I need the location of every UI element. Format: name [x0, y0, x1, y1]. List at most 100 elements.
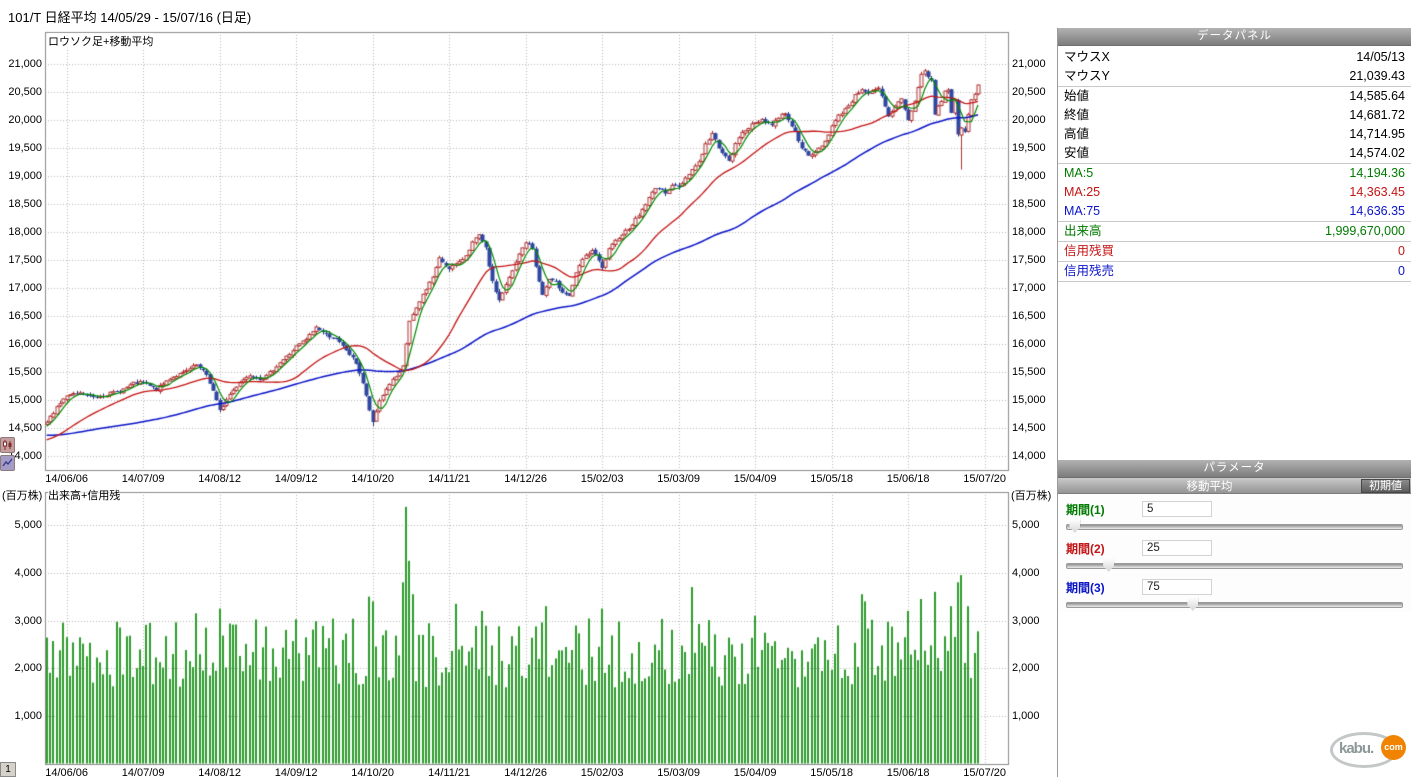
date-axis-label: 15/04/09	[733, 473, 777, 485]
price-axis-label-left: 16,000	[8, 338, 42, 350]
slider-track[interactable]	[1066, 563, 1403, 569]
data-panel-value: 14,585.64	[1349, 89, 1405, 103]
param-label: 期間(3)	[1066, 580, 1105, 595]
price-volume-chart-canvas[interactable]	[0, 28, 1057, 777]
date-axis-label: 15/02/03	[580, 473, 624, 485]
param-value-input[interactable]: 5	[1142, 501, 1212, 517]
param-row-2: 期間(2) 25	[1066, 540, 1403, 556]
price-axis-label-right: 16,000	[1012, 338, 1046, 350]
date-axis-label: 14/12/26	[504, 473, 548, 485]
date-axis-label-volume: 15/07/20	[963, 767, 1007, 779]
price-axis-label-right: 16,500	[1012, 310, 1046, 322]
param-slider-1[interactable]	[1066, 518, 1403, 534]
price-axis-label-right: 17,000	[1012, 282, 1046, 294]
slider-track[interactable]	[1066, 524, 1403, 530]
volume-axis-label-right: 5,000	[1012, 519, 1040, 531]
param-slider-3[interactable]	[1066, 596, 1403, 612]
volume-axis-label-right: 1,000	[1012, 710, 1040, 722]
parameter-panel-header: パラメータ	[1058, 460, 1411, 478]
page-indicator[interactable]: 1	[0, 762, 16, 777]
kabu-com-logo: kabu. com	[1330, 727, 1406, 769]
date-axis-label-volume: 15/06/18	[886, 767, 930, 779]
price-axis-label-right: 20,500	[1012, 86, 1046, 98]
data-panel-row-2: 始値 14,585.64	[1058, 87, 1411, 106]
price-axis-label-right: 21,000	[1012, 58, 1046, 70]
volume-unit-right: (百万株)	[1011, 487, 1052, 503]
price-axis-label-left: 20,500	[8, 86, 42, 98]
price-axis-label-right: 20,000	[1012, 114, 1046, 126]
date-axis-label-volume: 15/03/09	[657, 767, 701, 779]
data-panel-row-9: 出来高 1,999,670,000	[1058, 222, 1411, 242]
data-panel-label: MA:25	[1064, 185, 1101, 199]
data-panel-label: 終値	[1064, 108, 1090, 122]
date-axis-label: 14/11/21	[428, 473, 471, 485]
candlestick-chart-icon[interactable]	[0, 437, 15, 453]
volume-axis-label-left: 3,000	[14, 614, 42, 627]
data-panel-row-5: 安値 14,574.02	[1058, 144, 1411, 164]
date-axis-label: 15/03/09	[657, 473, 701, 485]
slider-thumb[interactable]	[1187, 597, 1199, 611]
data-panel-label: 始値	[1064, 89, 1090, 103]
date-axis-label: 15/06/18	[886, 473, 930, 485]
price-axis-label-right: 19,000	[1012, 170, 1046, 182]
date-axis-label-volume: 15/05/18	[810, 767, 854, 779]
line-chart-icon[interactable]	[0, 455, 15, 471]
price-axis-label-left: 14,500	[8, 422, 42, 434]
data-panel-label: 出来高	[1064, 224, 1102, 238]
param-value-input[interactable]: 25	[1142, 540, 1212, 556]
price-axis-label-left: 17,000	[8, 282, 42, 294]
price-axis-label-left: 19,500	[8, 142, 42, 154]
price-axis-label-right: 18,000	[1012, 226, 1046, 238]
data-panel-value: 14,636.35	[1349, 204, 1405, 218]
date-axis-label-volume: 14/12/26	[504, 767, 548, 779]
date-axis-label-volume: 14/11/21	[428, 767, 471, 779]
data-panel-label: MA:5	[1064, 166, 1094, 180]
logo-kabu-text: kabu.	[1339, 740, 1374, 757]
data-panel-value: 1,999,670,000	[1325, 224, 1405, 238]
logo-com-badge: com	[1381, 735, 1406, 760]
chart-title: 101/T 日経平均 14/05/29 - 15/07/16 (日足)	[8, 10, 252, 25]
volume-axis-label-left: 1,000	[14, 710, 42, 722]
right-panel: データパネル マウスX 14/05/13 マウスY 21,039.43 始値 14,585…	[1057, 28, 1411, 777]
date-axis-label: 14/09/12	[274, 473, 318, 485]
date-axis-label-volume: 14/09/12	[274, 767, 318, 779]
volume-axis-label-left: 5,000	[14, 519, 42, 531]
data-panel-row-4: 高値 14,714.95	[1058, 125, 1411, 144]
data-panel-label: MA:75	[1064, 204, 1101, 218]
date-axis-label: 14/06/06	[45, 473, 89, 485]
data-panel-value: 0	[1398, 264, 1405, 278]
data-panel-label: 安値	[1064, 146, 1090, 160]
data-panel-header: データパネル	[1058, 28, 1411, 46]
price-pane-label: ロウソク足+移動平均	[48, 33, 154, 49]
slider-thumb[interactable]	[1103, 558, 1115, 572]
candlestick-glyph	[3, 440, 12, 450]
slider-thumb[interactable]	[1069, 519, 1081, 533]
date-axis-label: 15/05/18	[810, 473, 854, 485]
volume-axis-label-left: 2,000	[14, 662, 42, 675]
date-axis-label: 14/10/20	[351, 473, 395, 485]
price-axis-label-right: 18,500	[1012, 198, 1046, 210]
param-slider-2[interactable]	[1066, 557, 1403, 573]
param-label: 期間(1)	[1066, 502, 1105, 517]
data-panel: マウスX 14/05/13 マウスY 21,039.43 始値 14,585.64 終値 14…	[1058, 48, 1411, 282]
data-panel-row-3: 終値 14,681.72	[1058, 106, 1411, 125]
data-panel-value: 14,574.02	[1349, 146, 1405, 160]
data-panel-value: 14,194.36	[1349, 166, 1405, 180]
volume-axis-label-right: 3,000	[1012, 614, 1040, 627]
param-value-input[interactable]: 75	[1142, 579, 1212, 595]
data-panel-row-11: 信用残売 0	[1058, 262, 1411, 282]
price-axis-label-left: 15,000	[8, 394, 42, 406]
price-axis-label-right: 15,500	[1012, 366, 1046, 378]
param-label: 期間(2)	[1066, 541, 1105, 556]
date-axis-label-volume: 15/02/03	[580, 767, 624, 779]
data-panel-row-10: 信用残買 0	[1058, 242, 1411, 262]
reset-defaults-button[interactable]: 初期値	[1361, 478, 1410, 493]
price-axis-label-right: 14,000	[1012, 450, 1046, 462]
volume-pane-label: 出来高+信用残	[48, 487, 121, 503]
price-axis-label-right: 15,000	[1012, 394, 1046, 406]
slider-track[interactable]	[1066, 602, 1403, 608]
price-axis-label-right: 14,500	[1012, 422, 1046, 434]
data-panel-row-8: MA:75 14,636.35	[1058, 202, 1411, 222]
price-axis-label-left: 19,000	[8, 170, 42, 182]
data-panel-row-1: マウスY 21,039.43	[1058, 67, 1411, 87]
